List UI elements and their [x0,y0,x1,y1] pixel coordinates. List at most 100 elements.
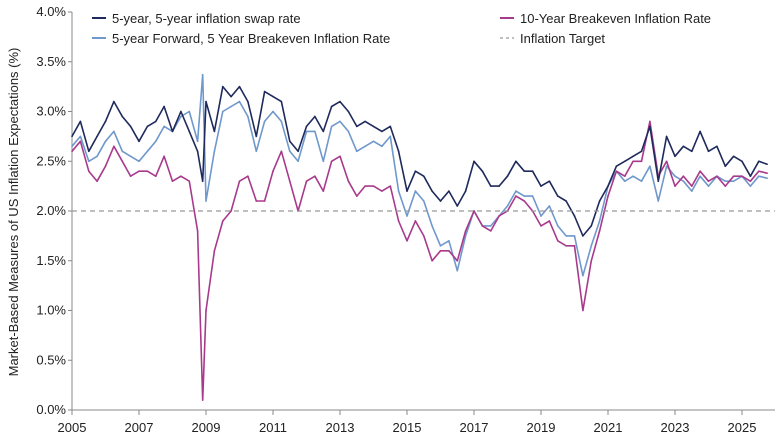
x-tick-label: 2015 [393,420,422,435]
data-point [531,195,534,197]
data-point [623,160,626,163]
data-point [456,269,459,272]
data-point [104,165,107,168]
data-point [154,140,157,143]
data-point [749,180,752,182]
data-point [724,180,727,182]
data-point [339,120,341,123]
data-point [213,150,216,153]
data-point [188,180,191,182]
data-point [272,95,274,98]
data-point [238,85,241,88]
data-point [263,120,266,123]
data-point [632,160,634,163]
data-point [129,155,132,158]
data-point [540,225,542,227]
data-point [573,245,576,247]
data-point [314,130,316,133]
data-point [322,160,325,163]
data-point [556,195,559,197]
data-point [448,240,450,242]
data-point [372,125,375,128]
data-point [146,125,149,128]
data-point [79,135,82,138]
data-point [548,180,551,182]
data-point [247,115,249,118]
legend-label: 10-Year Breakeven Inflation Rate [520,11,711,26]
data-point [381,145,383,148]
data-point [154,120,157,123]
data-point [288,140,291,143]
data-point [540,215,542,217]
y-tick-label: 0.5% [36,352,66,367]
data-point [682,145,685,148]
data-point [255,135,258,138]
data-point [448,250,450,252]
data-point [431,259,433,262]
data-point [129,175,132,177]
data-point [582,235,584,237]
data-point [607,185,609,187]
x-tick-label: 2013 [326,420,355,435]
data-point [381,190,383,192]
data-point [347,180,350,182]
data-point [221,85,224,88]
x-tick-label: 2021 [594,420,623,435]
data-point [180,110,182,113]
data-point [180,115,182,118]
data-point [757,175,760,177]
data-point [431,190,433,192]
series-line-0 [71,85,768,237]
data-point [71,145,73,148]
data-point [757,160,760,163]
data-point [196,140,199,143]
data-point [272,110,274,113]
data-point [674,185,676,187]
data-point [372,185,375,187]
data-point [330,125,333,128]
data-point [297,150,299,153]
data-point [79,120,82,123]
data-point [489,230,492,232]
data-point [314,175,316,177]
data-point [297,160,299,163]
data-point [196,150,199,153]
data-point [87,170,90,172]
data-point [330,105,333,108]
data-point [707,180,710,182]
data-point [339,155,341,158]
data-point [129,125,132,128]
data-point [263,90,266,93]
data-point [590,259,593,262]
data-point [732,155,735,158]
data-point [213,130,216,133]
legend-label: 5-year, 5-year inflation swap rate [112,11,301,26]
y-tick-label: 4.0% [36,4,66,19]
data-point [414,190,417,192]
data-point [489,185,492,187]
data-point [255,150,258,153]
data-point [690,150,693,153]
data-point [699,130,701,133]
data-point [556,225,559,227]
data-point [280,100,283,103]
x-tick-label: 2017 [460,420,489,435]
data-point [389,135,392,138]
data-point [473,160,475,163]
data-point [757,170,760,172]
data-point [649,125,651,128]
x-tick-label: 2007 [125,420,154,435]
y-axis-label: Market-Based Measures of US Inflation Ex… [6,48,21,377]
data-point [506,175,509,177]
data-point [498,185,500,187]
data-point [506,205,509,207]
x-tick-label: 2019 [527,420,556,435]
data-point [163,155,165,158]
data-point [104,140,107,143]
series-line-2 [71,73,768,277]
data-point [171,130,174,133]
data-point [213,250,216,252]
data-point [682,175,685,177]
data-point [381,130,383,133]
data-point [749,185,752,187]
